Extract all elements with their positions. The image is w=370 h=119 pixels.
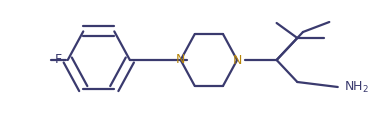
Text: F: F: [55, 54, 62, 67]
Text: N: N: [232, 54, 242, 67]
Text: N: N: [176, 54, 185, 67]
Text: NH$_2$: NH$_2$: [344, 79, 369, 95]
